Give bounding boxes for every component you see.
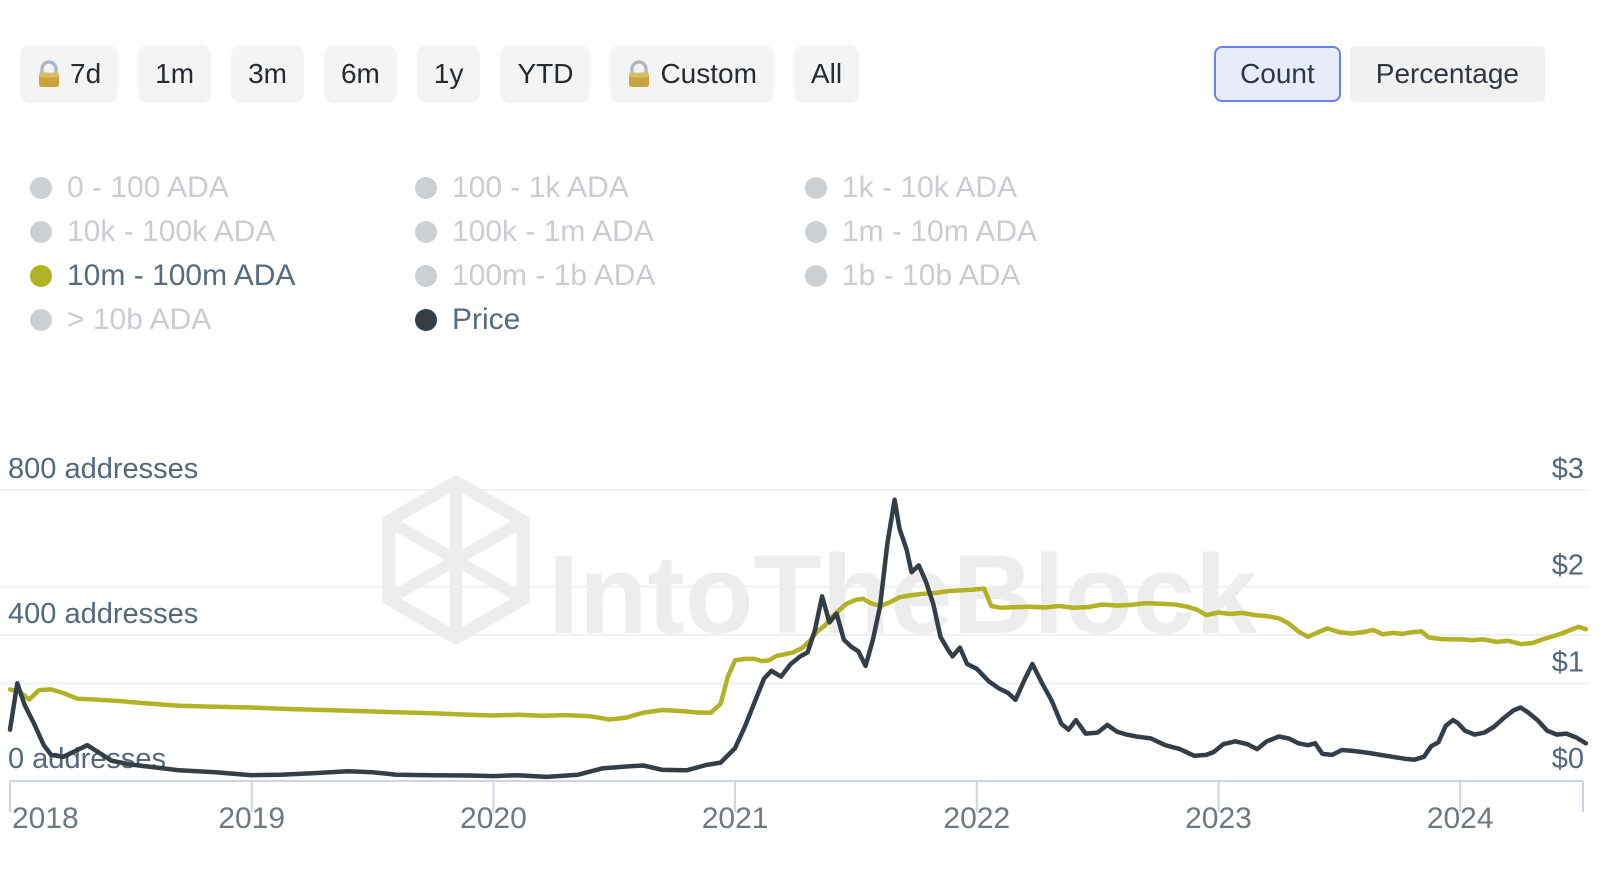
- legend-item-100k-1m-ada[interactable]: 100k - 1m ADA: [415, 214, 805, 248]
- legend-dot-icon: [415, 176, 437, 199]
- legend-item-1m-10m-ada[interactable]: 1m - 10m ADA: [805, 214, 1038, 248]
- range-button-1m[interactable]: 1m: [138, 45, 212, 103]
- legend-item-100-1k-ada[interactable]: 100 - 1k ADA: [415, 170, 805, 204]
- legend-label: 1b - 10b ADA: [842, 258, 1021, 292]
- x-tick-label: 2023: [1185, 802, 1252, 835]
- legend-item-price[interactable]: Price: [415, 302, 805, 336]
- x-tick-label: 2022: [943, 802, 1010, 835]
- range-label: YTD: [517, 58, 574, 89]
- lock-icon: [627, 60, 651, 88]
- legend-dot-icon: [805, 220, 827, 243]
- range-button-all[interactable]: All: [793, 45, 860, 103]
- gridlines: [0, 489, 1590, 685]
- legend-label: 100k - 1m ADA: [452, 214, 654, 248]
- toolbar: 7d 1m 3m 6m 1y YTD Custom All Count Percentage: [20, 45, 1545, 103]
- legend-dot-icon: [30, 308, 52, 331]
- intotheblock-watermark: IntoTheBlock: [382, 474, 1258, 657]
- legend-column-3: 1k - 10k ADA 1m - 10m ADA 1b - 10b ADA: [805, 170, 1038, 335]
- legend-dot-icon: [415, 308, 437, 331]
- right-axis-label: $1: [1552, 646, 1584, 678]
- legend-label: 10m - 100m ADA: [67, 258, 296, 292]
- range-label: 1m: [155, 58, 195, 89]
- left-axis-label: 0 addresses: [8, 743, 166, 775]
- legend-label: Price: [452, 302, 521, 336]
- x-axis: 2018 2019 2020 2021 2022 2023 2024: [9, 780, 1584, 835]
- legend-dot-icon: [805, 264, 827, 287]
- legend-dot-icon: [415, 220, 437, 243]
- legend-column-1: 0 - 100 ADA 10k - 100k ADA 10m - 100m ADA >…: [30, 170, 415, 336]
- legend-dot-icon: [30, 220, 52, 243]
- legend-item-0-100-ada[interactable]: 0 - 100 ADA: [30, 170, 415, 204]
- x-tick-label: 2021: [702, 802, 769, 835]
- left-axis-label: 400 addresses: [8, 598, 198, 630]
- series-line-10m-100m-ada: [7, 586, 1589, 722]
- legend-label: 100 - 1k ADA: [452, 170, 629, 204]
- range-label: All: [810, 58, 843, 89]
- range-button-custom[interactable]: Custom: [610, 45, 774, 103]
- range-button-3m[interactable]: 3m: [231, 45, 304, 103]
- legend-label: 0 - 100 ADA: [67, 170, 229, 204]
- range-label: 7d: [70, 58, 102, 89]
- range-label: 3m: [248, 58, 287, 89]
- right-axis-label: $3: [1552, 453, 1584, 485]
- view-button-count[interactable]: Count: [1214, 46, 1341, 102]
- legend-item-10m-100m-ada[interactable]: 10m - 100m ADA: [30, 258, 415, 292]
- legend-label: 100m - 1b ADA: [452, 258, 656, 292]
- view-button-percentage[interactable]: Percentage: [1349, 46, 1545, 102]
- x-tick-label: 2019: [218, 802, 285, 835]
- range-label: 6m: [340, 58, 380, 89]
- range-label: Custom: [660, 58, 757, 89]
- legend-item-10b-ada[interactable]: > 10b ADA: [30, 302, 415, 336]
- legend-dot-icon: [415, 264, 437, 287]
- right-axis-label: $0: [1552, 743, 1584, 775]
- right-axis-label: $2: [1552, 550, 1584, 582]
- legend-label: 1m - 10m ADA: [842, 214, 1038, 248]
- legend-item-1k-10k-ada[interactable]: 1k - 10k ADA: [805, 170, 1037, 204]
- range-button-7d[interactable]: 7d: [20, 45, 119, 103]
- series-line-price: [7, 497, 1589, 780]
- left-axis-label: 800 addresses: [8, 453, 198, 485]
- legend-column-2: 100 - 1k ADA 100k - 1m ADA 100m - 1b ADA Pr…: [415, 170, 805, 336]
- legend-dot-icon: [805, 176, 827, 199]
- time-range-selector: 7d 1m 3m 6m 1y YTD Custom All: [20, 45, 860, 103]
- x-tick-label: 2018: [12, 802, 79, 835]
- legend-label: 1k - 10k ADA: [842, 170, 1018, 204]
- legend-dot-icon: [30, 264, 52, 287]
- axis-labels: 0 addresses 400 addresses 800 addresses $0 $…: [8, 453, 1584, 775]
- x-tick-label: 2020: [460, 802, 527, 835]
- range-button-6m[interactable]: 6m: [323, 45, 397, 103]
- range-button-1y[interactable]: 1y: [416, 45, 481, 103]
- count-percentage-toggle: Count Percentage: [1214, 46, 1545, 102]
- lock-icon: [37, 60, 61, 88]
- chart-legend: 0 - 100 ADA 10k - 100k ADA 10m - 100m ADA >…: [30, 170, 1038, 336]
- x-tick-label: 2024: [1427, 802, 1494, 835]
- legend-label: > 10b ADA: [67, 302, 212, 336]
- range-label: 1y: [433, 58, 464, 89]
- legend-label: 10k - 100k ADA: [67, 214, 276, 248]
- legend-item-1b-10b-ada[interactable]: 1b - 10b ADA: [805, 258, 1037, 292]
- legend-item-10k-100k-ada[interactable]: 10k - 100k ADA: [30, 214, 415, 248]
- range-button-ytd[interactable]: YTD: [500, 45, 591, 103]
- legend-dot-icon: [30, 176, 52, 199]
- legend-item-100m-1b-ada[interactable]: 100m - 1b ADA: [415, 258, 805, 292]
